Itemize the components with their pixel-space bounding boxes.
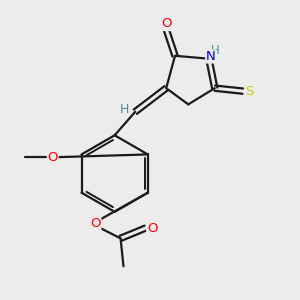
Text: N: N	[206, 50, 215, 63]
Text: H: H	[119, 103, 129, 116]
Text: H: H	[211, 44, 220, 57]
Text: O: O	[90, 217, 101, 230]
Text: O: O	[147, 221, 157, 235]
Text: O: O	[161, 17, 171, 31]
Text: S: S	[245, 85, 254, 98]
Text: O: O	[48, 151, 58, 164]
